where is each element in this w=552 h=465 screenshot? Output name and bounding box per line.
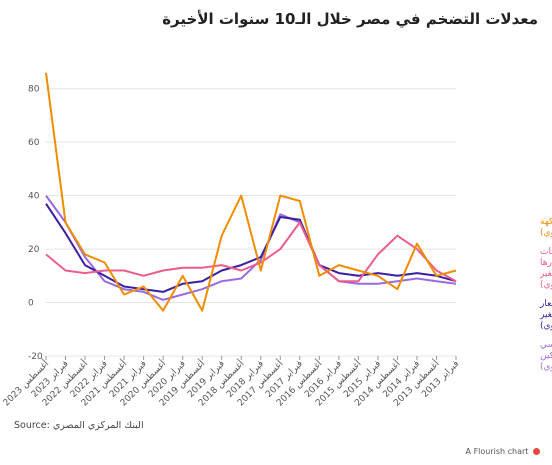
y-axis: -20 0 20 40 60 80 [28, 85, 43, 362]
y-tick-label: 20 [28, 245, 40, 255]
series-line[interactable] [45, 221, 457, 283]
y-tick-label: -20 [28, 352, 43, 362]
source-note: Source: البنك المركزي المصري [14, 420, 144, 431]
flourish-credit-text: A Flourish chart [465, 447, 529, 456]
y-tick-label: 80 [28, 85, 40, 95]
flourish-credit[interactable]: A Flourish chart [466, 447, 540, 456]
legend-label: السلع والخدماتالمحدد أسعارهاإداريا (التغ… [539, 247, 552, 290]
series-line[interactable] [45, 203, 457, 293]
series-line[interactable] [45, 195, 457, 301]
flourish-logo-icon [533, 448, 540, 455]
legend-label: الرقم الأساسيلأسعار المستهلكين(التغير ال… [540, 338, 552, 372]
chart-title: معدلات التضخم في مصر خلال الـ10 سنوات ال… [162, 10, 538, 28]
legend-label: الرقم العام لأسعارالمستهلكين (التغيرالسن… [539, 297, 552, 331]
legend: الخضروات و الفاكهة(التغير السنوي) السلع و… [539, 217, 552, 372]
series-line[interactable] [45, 72, 457, 312]
series-lines [45, 72, 457, 312]
legend-label: الخضروات و الفاكهة(التغير السنوي) [540, 217, 552, 238]
grid [46, 88, 456, 357]
y-tick-label: 60 [28, 138, 40, 148]
y-tick-label: 40 [28, 192, 40, 202]
y-tick-label: 0 [28, 299, 34, 309]
